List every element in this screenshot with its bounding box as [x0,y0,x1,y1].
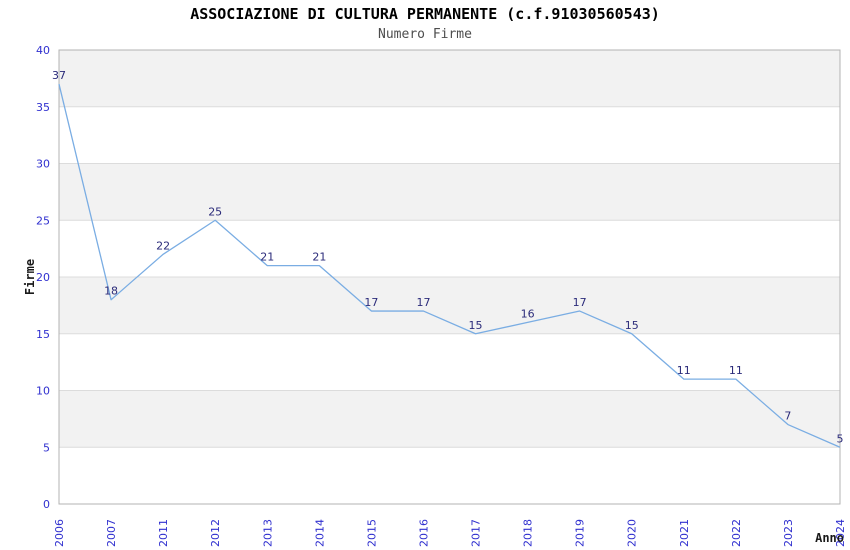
y-tick-label: 25 [36,214,50,227]
data-point-label: 25 [208,205,222,218]
y-tick-label: 40 [36,44,50,57]
data-point-label: 11 [729,364,743,377]
y-tick-label: 0 [43,498,50,511]
x-tick-label: 2015 [365,519,378,547]
x-tick-label: 2011 [157,519,170,547]
x-tick-label: 2013 [261,519,274,547]
x-tick-label: 2022 [730,519,743,547]
data-point-label: 5 [837,432,844,445]
plot-border [58,49,841,505]
data-point-label: 21 [260,251,274,264]
x-tick-label: 2020 [626,519,639,547]
y-tick-label: 35 [36,101,50,114]
data-point-label: 7 [784,410,791,423]
y-tick-label: 30 [36,158,50,171]
data-point-label: 17 [416,296,430,309]
y-tick-label: 5 [43,441,50,454]
data-point-label: 11 [677,364,691,377]
x-tick-label: 2019 [574,519,587,547]
x-tick-label: 2007 [105,519,118,547]
y-tick-label: 10 [36,385,50,398]
plot-band [59,163,840,221]
chart-subtitle: Numero Firme [378,27,472,42]
plot-band [59,277,840,334]
y-tick-label: 15 [36,328,50,341]
x-tick-label: 2018 [522,519,535,547]
data-point-label: 21 [312,251,326,264]
plot-band [59,447,840,504]
x-tick-label: 2006 [53,519,66,547]
data-point-label: 37 [52,69,66,82]
plot-band [59,390,840,448]
x-tick-label: 2017 [470,519,483,547]
x-tick-label: 2023 [782,519,795,547]
x-tick-label: 2024 [834,519,847,547]
x-tick-label: 2014 [313,519,326,547]
series-line [58,83,841,448]
x-axis-title: Anno [815,531,844,545]
data-point-label: 15 [625,319,639,332]
data-point-label: 22 [156,239,170,252]
plot-band [59,50,840,107]
x-tick-label: 2016 [417,519,430,547]
x-tick-label: 2012 [209,519,222,547]
data-point-label: 17 [364,296,378,309]
data-point-label: 16 [521,307,535,320]
plot-band [59,106,840,164]
data-point-label: 18 [104,285,118,298]
data-point-label: 17 [573,296,587,309]
chart-title: ASSOCIAZIONE DI CULTURA PERMANENTE (c.f.… [190,5,660,23]
x-tick-label: 2021 [678,519,691,547]
plot-band [59,220,840,277]
y-tick-label: 20 [36,271,50,284]
data-point-label: 15 [469,319,483,332]
plot-band [59,333,840,391]
